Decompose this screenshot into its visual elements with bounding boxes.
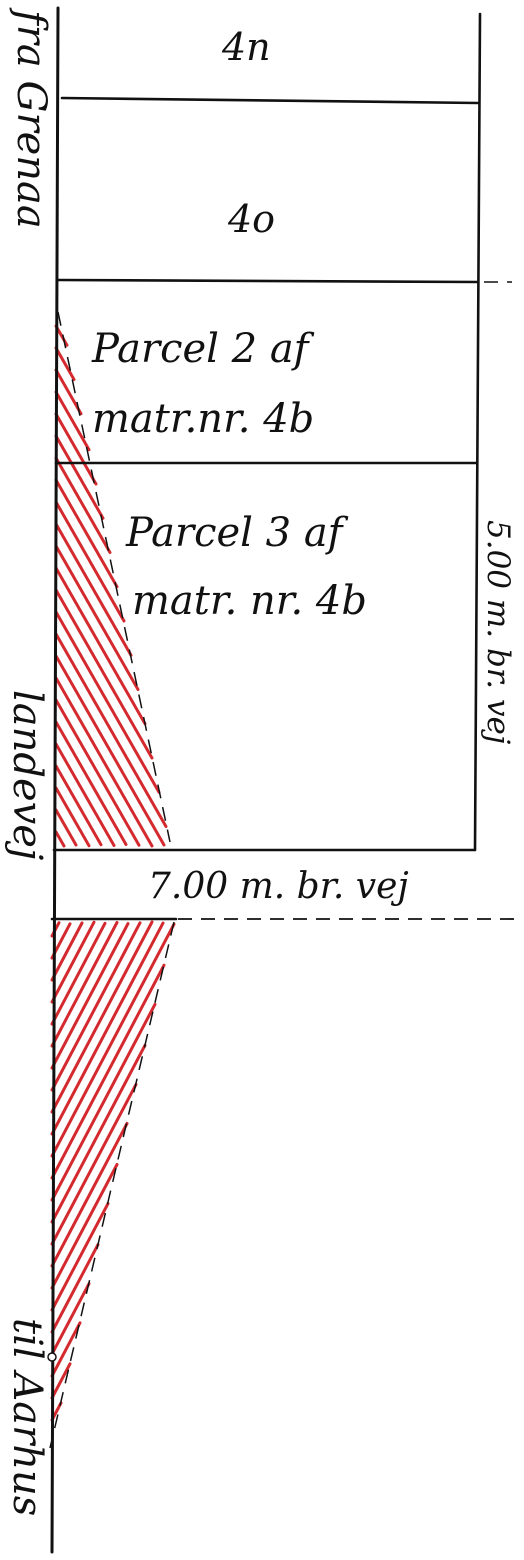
label-parcel-4n: 4n bbox=[221, 25, 271, 69]
hatch-line bbox=[50, 921, 84, 982]
hatch-line bbox=[50, 920, 96, 1004]
hatched-strip-lower bbox=[50, 920, 176, 1422]
survey-point-marker bbox=[47, 1352, 57, 1362]
label-parcel3-line2: matr. nr. 4b bbox=[132, 578, 367, 624]
hatch-line bbox=[54, 698, 141, 847]
hatch-line bbox=[54, 720, 128, 846]
hatch-line bbox=[50, 1122, 129, 1268]
hatch-line bbox=[54, 830, 66, 848]
hatch-line bbox=[50, 922, 176, 1158]
hatch-line bbox=[50, 1243, 100, 1334]
hatch-line bbox=[50, 1202, 110, 1312]
hatch-line bbox=[50, 1163, 119, 1290]
hatch-line bbox=[54, 808, 78, 847]
label-road-name: landevej bbox=[4, 690, 50, 860]
hatch-line bbox=[50, 963, 166, 1180]
hatch-line bbox=[54, 456, 112, 554]
hatch-line bbox=[54, 434, 105, 520]
hatch-line bbox=[54, 632, 168, 828]
hatch-line bbox=[50, 1282, 91, 1356]
hatch-line bbox=[54, 566, 147, 726]
hatch-line bbox=[50, 1082, 138, 1246]
hatch-line bbox=[54, 742, 116, 847]
hatch-line bbox=[54, 654, 166, 847]
hatch-line bbox=[50, 922, 130, 1070]
hatch-line bbox=[54, 478, 119, 589]
hatch-line bbox=[54, 346, 76, 381]
label-to-town: til Aarhus bbox=[4, 1318, 50, 1516]
hatch-line bbox=[54, 522, 133, 657]
label-bottom-road-width: 7.00 m. br. vej bbox=[148, 866, 409, 907]
hatch-line bbox=[50, 1002, 157, 1202]
label-parcel2-line2: matr.nr. 4b bbox=[92, 396, 314, 442]
label-parcel2-line1: Parcel 2 af bbox=[91, 326, 315, 372]
label-from-town: fra Grenaa bbox=[8, 7, 54, 229]
label-parcel-4o: 4o bbox=[227, 197, 275, 241]
hatch-line bbox=[54, 764, 103, 847]
label-side-road-width: 5.00 m. br. vej bbox=[480, 520, 516, 745]
hatch-line bbox=[54, 786, 91, 848]
hatch-line bbox=[54, 412, 98, 486]
boundary-4n-4o bbox=[60, 96, 480, 105]
hatch-line bbox=[50, 921, 165, 1136]
parcel-east-boundary bbox=[473, 12, 482, 852]
hatch-line bbox=[50, 1321, 82, 1378]
hatch-line bbox=[50, 921, 119, 1048]
boundary-4o-parcel2 bbox=[56, 278, 480, 284]
hatch-line bbox=[50, 921, 142, 1092]
hatch-line bbox=[54, 368, 83, 416]
hatch-line bbox=[50, 921, 107, 1026]
label-parcel3-line1: Parcel 3 af bbox=[125, 510, 349, 556]
hatch-line bbox=[54, 610, 161, 794]
hatch-line bbox=[54, 390, 91, 452]
hatch-line bbox=[54, 500, 126, 623]
hatch-line bbox=[54, 588, 154, 760]
hatch-line bbox=[50, 1362, 72, 1400]
hatched-strip-upper bbox=[54, 324, 168, 848]
dashed-boundary-lower bbox=[49, 921, 175, 1449]
hatch-line bbox=[54, 676, 154, 848]
hatch-line bbox=[54, 544, 140, 691]
hatch-line bbox=[50, 920, 154, 1114]
main-road-line bbox=[50, 6, 60, 1554]
hatch-line bbox=[50, 1043, 147, 1224]
